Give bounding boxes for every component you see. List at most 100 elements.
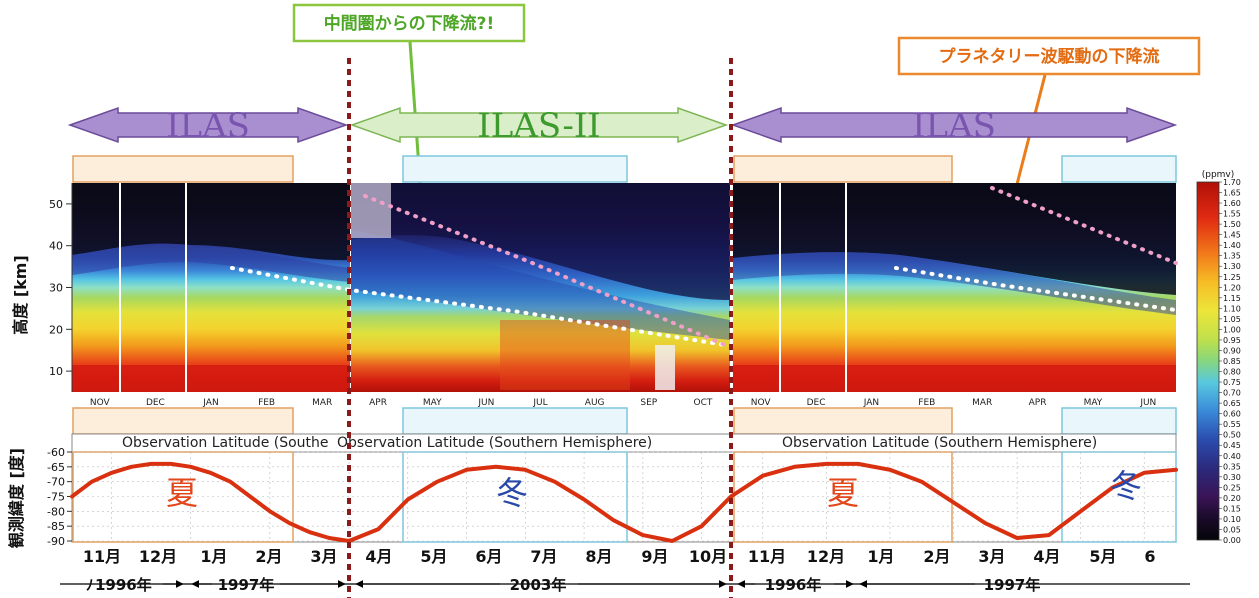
instrument-arrow-ilas2: ILAS-II: [349, 106, 729, 146]
colorbar-tick-label: 0.80: [1223, 368, 1241, 377]
latitude-y-axis: -60 -65 -70 -75-80 -85 -90: [47, 446, 72, 548]
month-label: 2月: [923, 547, 950, 566]
instrument-arrow-ilas-2: ILAS: [730, 106, 1178, 146]
latitude-y-tick-label: -80: [47, 505, 65, 518]
month-label: 4月: [365, 547, 392, 566]
heatmap-panel-3: [733, 183, 1176, 392]
callout-green: 中間圏からの下降流?!: [292, 3, 526, 43]
month-label: 3月: [978, 547, 1005, 566]
latitude-y-tick-label: -60: [47, 446, 65, 459]
heatmap-x-tick-label: FEB: [258, 398, 275, 408]
latitude-line-1: [347, 464, 733, 543]
heatmap-panel-1: [72, 183, 350, 392]
heatmap-y-tick-label: 20: [49, 323, 63, 336]
heatmap-x-tick-label: JUN: [477, 398, 494, 408]
callout-orange-text: プラネタリー波駆動の下降流: [939, 46, 1160, 67]
season-box-summer-2: [733, 155, 953, 183]
heatmap-x-tick-label: JUL: [532, 398, 547, 408]
latitude-line-2: [729, 461, 1178, 540]
season-box-winter-2: [1061, 155, 1177, 183]
colorbar: (ppmv) 1.701.651.601.551.501.451.401.351…: [1196, 170, 1241, 545]
colorbar-tick-label: 1.45: [1223, 231, 1241, 240]
season-label-winter-2: 冬: [1110, 467, 1142, 505]
heatmap-y-tick-label: 50: [49, 198, 63, 211]
latitude-y-tick-label: -65: [47, 461, 65, 474]
year-label-2003: 2003年: [510, 576, 567, 594]
latitude-line-0: [70, 461, 351, 543]
colorbar-tick-label: 1.00: [1223, 325, 1241, 334]
month-label: 10月: [689, 547, 727, 566]
year-row: ﾉ 1996年 1997年 2003年 1996年 1997年: [60, 576, 1190, 594]
colorbar-tick-label: 0.20: [1223, 494, 1241, 503]
season-label-winter-1: 冬: [496, 474, 528, 512]
colorbar-tick-label: 0.10: [1223, 515, 1241, 524]
month-label: 8月: [585, 547, 612, 566]
colorbar-tick-label: 0.45: [1223, 441, 1241, 450]
colorbar-tick-label: 1.55: [1223, 210, 1241, 219]
colorbar-tick-label: 0.15: [1223, 504, 1241, 513]
colorbar-tick-label: 0.90: [1223, 346, 1241, 355]
heatmap-y-tick-label: 10: [49, 365, 63, 378]
colorbar-tick-label: 1.10: [1223, 304, 1241, 313]
colorbar-tick-label: 1.65: [1223, 189, 1241, 198]
colorbar-unit: (ppmv): [1202, 170, 1235, 180]
latitude-title-right: Observation Latitude (Southern Hemispher…: [782, 435, 1097, 451]
month-label: 5月: [420, 547, 447, 566]
colorbar-tick-label: 0.40: [1223, 452, 1241, 461]
colorbar-tick-label: 0.85: [1223, 357, 1241, 366]
year-label-1997-a: 1997年: [218, 576, 275, 594]
heatmap-y-tick-label: 30: [49, 282, 63, 295]
season-frame-winter-1: [402, 451, 628, 543]
season-box-winter-4: [1061, 407, 1177, 435]
year-label-1996-b: 1996年: [765, 576, 822, 594]
colorbar-tick-label: 1.50: [1223, 220, 1241, 229]
heatmap-x-tick-label: NOV: [751, 398, 772, 408]
colorbar-tick-label: 0.60: [1223, 410, 1241, 419]
month-label: 1月: [200, 547, 227, 566]
heatmap-x-tick-label: FEB: [918, 398, 935, 408]
descent-trend-pink-2: [990, 186, 1178, 265]
year-glyph: ﾉ: [86, 576, 94, 594]
month-label: 9月: [641, 547, 668, 566]
heatmap-x-tick-label: JUN: [1139, 398, 1156, 408]
latitude-title-center: Observation Latitude (Southern Hemispher…: [337, 435, 652, 451]
heatmap-x-tick-label: MAY: [1084, 398, 1103, 408]
heatmap-x-tick-label: AUG: [585, 398, 605, 408]
season-label-summer-2: 夏: [827, 474, 859, 512]
colorbar-tick-label: 1.70: [1223, 178, 1241, 187]
season-box-winter-1: [402, 155, 628, 183]
latitude-y-tick-label: -85: [47, 520, 65, 533]
year-label-1997-b: 1997年: [984, 576, 1041, 594]
descent-trend-white-1: [230, 266, 727, 347]
season-label-summer-1: 夏: [166, 474, 198, 512]
month-label: 11月: [748, 547, 786, 566]
season-box-summer-1: [72, 155, 294, 183]
heatmap-x-tick-label: NOV: [90, 398, 111, 408]
month-label: 1月: [867, 547, 894, 566]
heatmap-panel-2: [351, 183, 730, 392]
heatmap-x-tick-label: SEP: [640, 398, 657, 408]
callout-green-text: 中間圏からの下降流?!: [324, 13, 495, 34]
colorbar-tick-label: 0.00: [1223, 536, 1241, 545]
heatmap-x-tick-label: MAY: [423, 398, 442, 408]
colorbar-tick-label: 0.30: [1223, 473, 1241, 482]
colorbar-tick-label: 1.15: [1223, 294, 1241, 303]
colorbar-tick-label: 0.55: [1223, 420, 1241, 429]
colorbar-tick-label: 1.40: [1223, 241, 1241, 250]
latitude-series: [70, 461, 1178, 543]
colorbar-tick-label: 0.75: [1223, 378, 1241, 387]
season-box-winter-3: [402, 407, 628, 435]
heatmap-y-tick-label: 40: [49, 240, 63, 253]
colorbar-tick-label: 0.35: [1223, 462, 1241, 471]
instrument-label-ilas2: ILAS-II: [477, 106, 600, 146]
colorbar-tick-label: 1.25: [1223, 273, 1241, 282]
latitude-y-tick-label: -75: [47, 491, 65, 504]
callout-orange: プラネタリー波駆動の下降流: [897, 36, 1201, 76]
latitude-y-tick-label: -90: [47, 535, 65, 548]
colorbar-tick-label: 1.05: [1223, 315, 1241, 324]
instrument-label-ilas-3: ILAS: [912, 106, 996, 146]
colorbar-tick-label: 0.95: [1223, 336, 1241, 345]
descent-trend-white-2: [894, 266, 1178, 312]
heatmap-x-tick-label: DEC: [807, 398, 826, 408]
colorbar-tick-label: 1.30: [1223, 262, 1241, 271]
